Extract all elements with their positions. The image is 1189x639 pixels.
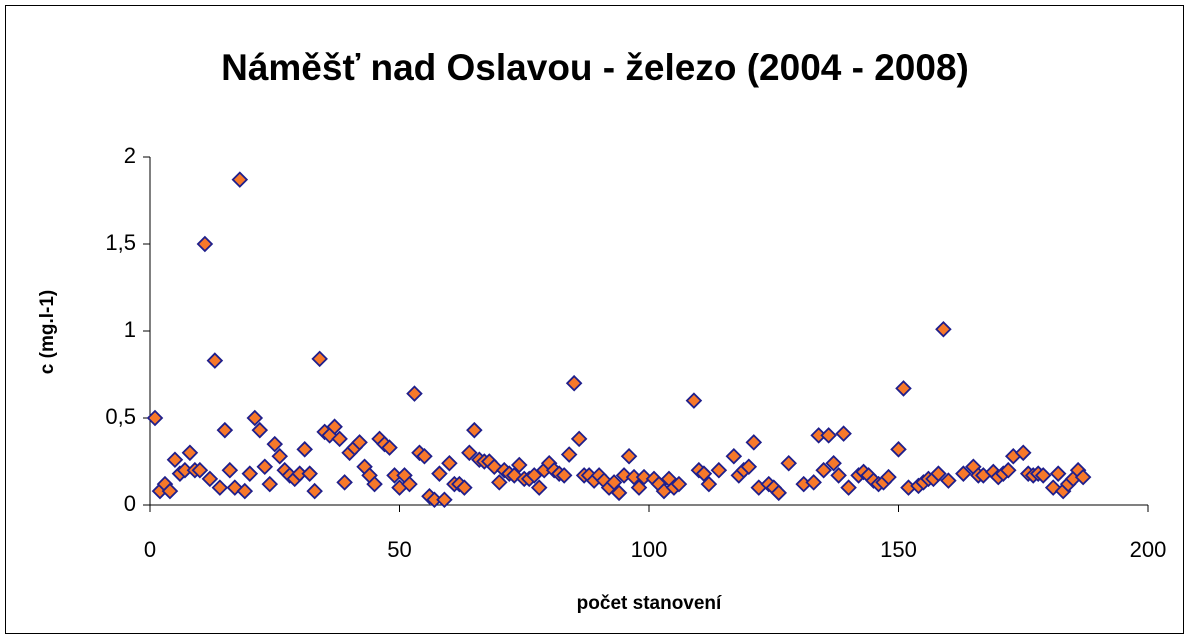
data-point: [1014, 444, 1032, 462]
data-point: [880, 468, 897, 486]
y-tick-label: 0,5: [105, 404, 136, 429]
data-point: [700, 475, 718, 493]
data-point: [630, 479, 648, 496]
x-tick-label: 100: [631, 537, 668, 562]
y-tick-label: 1: [124, 317, 136, 342]
data-point: [725, 448, 743, 465]
data-point: [740, 458, 758, 475]
data-point: [271, 448, 289, 465]
data-point: [890, 441, 907, 458]
data-point: [436, 491, 453, 509]
data-point: [1074, 468, 1092, 486]
data-point: [301, 465, 318, 482]
data-point: [166, 451, 184, 469]
data-point: [510, 456, 528, 474]
data-point: [221, 461, 239, 479]
data-point: [146, 409, 164, 427]
data-point: [366, 475, 383, 493]
data-point: [201, 470, 219, 488]
data-point: [1034, 467, 1052, 484]
data-point: [416, 448, 433, 465]
data-point: [261, 475, 279, 493]
data-point: [685, 392, 703, 409]
data-point: [461, 444, 478, 462]
data-point: [930, 465, 947, 482]
chart-border: [5, 5, 1184, 634]
x-tick-label: 50: [387, 537, 411, 562]
data-point: [1049, 465, 1067, 482]
data-point: [191, 461, 209, 479]
data-point: [530, 479, 548, 496]
data-point: [251, 421, 269, 439]
data-point: [491, 474, 508, 491]
data-point: [326, 418, 343, 435]
data-point: [940, 472, 957, 489]
x-axis-label: počet stanovení: [577, 593, 722, 614]
x-tick-label: 150: [880, 537, 917, 562]
data-point: [196, 235, 214, 253]
data-point: [256, 458, 274, 475]
data-point: [401, 475, 418, 493]
data-point: [670, 475, 688, 493]
data-point: [431, 465, 448, 482]
data-point: [331, 430, 348, 448]
data-point: [266, 435, 284, 453]
data-point: [336, 474, 353, 491]
data-point: [815, 461, 832, 479]
data-point: [830, 467, 847, 484]
data-point: [745, 434, 763, 451]
data-point: [311, 350, 328, 368]
data-point: [466, 421, 483, 439]
data-point: [441, 454, 458, 472]
data-point: [216, 421, 234, 439]
data-point: [955, 465, 972, 482]
data-point: [710, 461, 728, 479]
data-point: [351, 434, 368, 451]
data-point: [161, 482, 179, 500]
data-point: [206, 352, 224, 369]
data-point: [835, 425, 852, 442]
y-tick-label: 2: [124, 143, 136, 168]
data-point: [820, 427, 837, 444]
data-point: [620, 448, 638, 465]
y-axis-label: c (mg.l-1): [37, 290, 58, 374]
data-point: [610, 484, 628, 502]
data-point: [825, 454, 842, 472]
y-tick-label: 0: [124, 491, 136, 516]
data-point: [840, 479, 857, 496]
data-point: [181, 444, 199, 462]
data-point: [770, 484, 788, 502]
data-point: [555, 467, 573, 484]
data-point: [306, 482, 323, 500]
data-point: [296, 441, 313, 458]
data-point: [406, 385, 423, 402]
data-point: [456, 479, 473, 496]
data-point: [605, 474, 623, 491]
data-point: [695, 465, 713, 482]
data-point: [780, 454, 797, 472]
data-point: [236, 482, 254, 500]
data-point: [1000, 461, 1017, 479]
y-tick-label: 1,5: [105, 230, 136, 255]
data-point: [211, 479, 229, 496]
data-point: [560, 446, 578, 463]
x-tick-label: 0: [144, 537, 156, 562]
data-point: [381, 439, 398, 456]
data-point: [895, 380, 912, 397]
data-point: [805, 474, 822, 491]
data-point: [570, 430, 588, 448]
data-point: [565, 374, 583, 392]
x-tick-label: 200: [1130, 537, 1167, 562]
data-point: [241, 465, 259, 482]
data-point: [246, 409, 264, 427]
data-point: [935, 320, 952, 338]
data-point: [231, 171, 249, 188]
chart-title: Náměšť nad Oslavou - železo (2004 - 2008…: [221, 47, 969, 88]
